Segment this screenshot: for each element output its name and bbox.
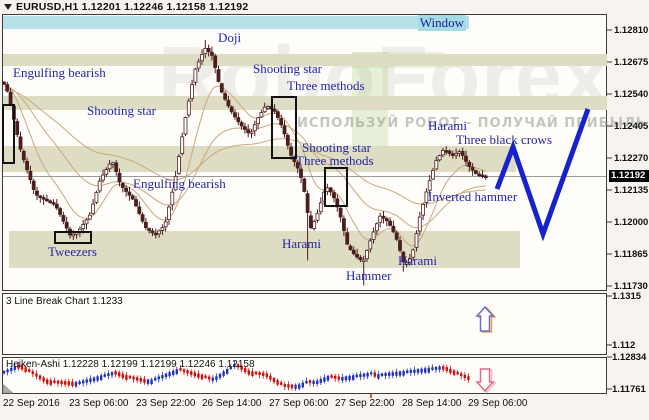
pattern-label: Doji (218, 30, 242, 45)
price-tick-label: 1.12270 (614, 153, 649, 164)
pattern-label: Hammer (346, 268, 392, 283)
price-tick-label: 1.12834 (612, 352, 647, 363)
symbol-dropdown-icon[interactable] (4, 4, 12, 10)
price-tick-label: 1.12135 (614, 185, 649, 196)
price-tick-label: 1.12675 (614, 57, 649, 68)
pattern-label: Inverted hammer (428, 189, 518, 204)
price-tick-label: 1.112 (612, 340, 636, 351)
pattern-label: Three methods (287, 78, 365, 93)
pattern-label: Harami (282, 236, 321, 251)
pattern-label: Shooting star (253, 61, 322, 76)
time-axis-label: 23 Sep 22:00 (136, 398, 196, 409)
price-tick-label: 1.11761 (612, 384, 646, 395)
pattern-label: Tweezers (48, 244, 97, 259)
pattern-label: Three black crows (456, 132, 553, 147)
price-tick-label: 1.11730 (614, 281, 648, 292)
time-axis-label: 23 Sep 06:00 (69, 398, 129, 409)
pattern-label-window: Window (417, 15, 466, 31)
price-tick-label: 1.12540 (614, 89, 649, 100)
pattern-label: Harami (398, 253, 437, 268)
time-axis-label: 28 Sep 14:00 (402, 398, 462, 409)
time-axis-label: 29 Sep 06:00 (468, 398, 528, 409)
pattern-label: Engulfing bearish (133, 176, 226, 191)
heiken-ashi-indicator-label: Heiken-Ashi 1.12228 1.12199 1.12199 1.12… (6, 359, 255, 370)
line-break-panel[interactable] (2, 293, 607, 355)
chart-title-bar: EURUSD,H1 1.12201 1.12246 1.12158 1.1219… (2, 1, 248, 13)
time-axis-label: 26 Sep 14:00 (202, 398, 262, 409)
time-axis-label: 27 Sep 06:00 (269, 398, 329, 409)
time-axis-label: 22 Sep 2016 (3, 398, 60, 409)
time-axis-label: 27 Sep 22:00 (335, 398, 395, 409)
price-tick-label: 1.12405 (614, 121, 649, 132)
price-tick-label: 1.12810 (614, 25, 649, 36)
current-price-tag: 1.12192 (609, 170, 649, 182)
price-tick-label: 1.12000 (614, 217, 649, 228)
pattern-label: Harami (428, 118, 467, 133)
pattern-label: Shooting star (87, 103, 156, 118)
pattern-label: Engulfing bearish (13, 65, 106, 80)
window-pattern-band: Window (3, 15, 469, 31)
price-tick-label: 1.1315 (612, 291, 642, 302)
line-break-indicator-label: 3 Line Break Chart 1.1233 (6, 296, 123, 307)
pattern-label: Three methods (296, 153, 374, 168)
price-tick-label: 1.11865 (614, 249, 648, 260)
chart-title: EURUSD,H1 1.12201 1.12246 1.12158 1.1219… (16, 1, 249, 13)
heiken-ashi-panel[interactable] (2, 357, 607, 394)
